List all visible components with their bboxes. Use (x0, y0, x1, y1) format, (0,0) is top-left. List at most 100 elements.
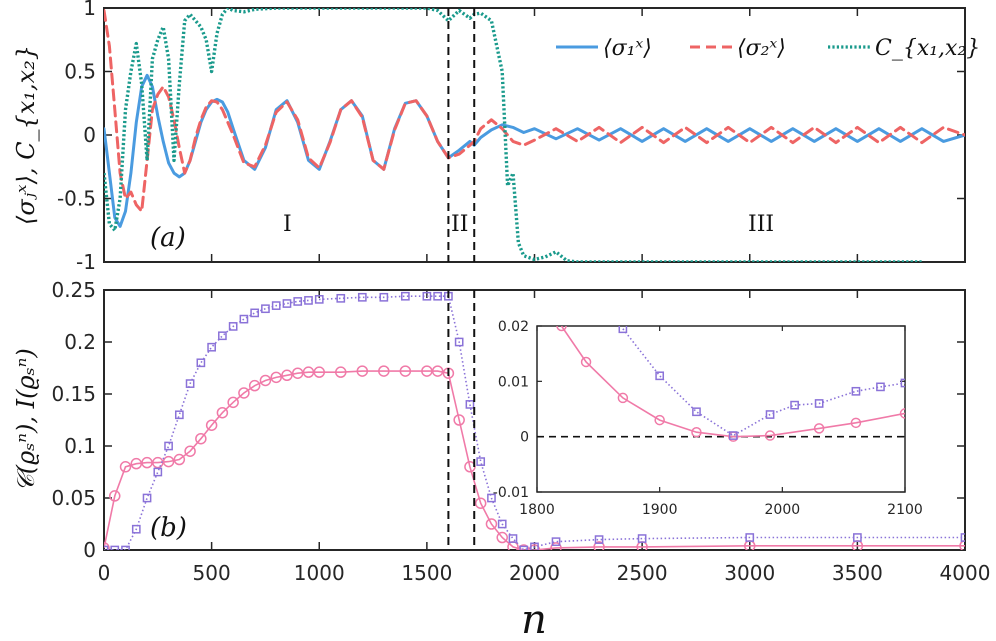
inset-mutual-info-series-line (622, 328, 905, 437)
legend-label-sigma1: ⟨σ₁ˣ⟩ (603, 36, 652, 61)
panel-b-x-tick-label: 3500 (832, 561, 883, 585)
mutual-info-series-point (497, 519, 507, 529)
legend-label-correlation: C_{x₁,x₂} (875, 36, 980, 61)
inset-frame (536, 325, 906, 493)
mutual-info-series-point (476, 457, 486, 466)
mutual-info-series-point (379, 292, 389, 302)
inset-mutual-info-series-point (692, 407, 701, 417)
mutual-info-series-point (153, 467, 163, 477)
mutual-info-series-point (271, 301, 281, 310)
inset-coherence-series-point (813, 423, 825, 434)
panel-b-x-tick-label: 500 (193, 561, 231, 585)
inset-mutual-info-series-point (851, 386, 861, 396)
inset-x-ticks: 1800 1900 2000 2100 (519, 326, 923, 518)
panel-a-y-tick-label: 0 (83, 123, 96, 147)
mutual-info-series-point (594, 535, 604, 544)
region-label-iii: III (748, 212, 774, 237)
mutual-info-series-point (142, 493, 152, 503)
inset-x-tick-label: 1800 (519, 502, 555, 518)
coherence-series-point (259, 374, 272, 387)
region-label-ii: II (451, 212, 468, 237)
coherence-series-point (550, 542, 562, 550)
coherence-series-point (152, 456, 164, 469)
mutual-info-series-point (487, 493, 496, 503)
coherence-series-point (959, 540, 965, 550)
inset-coherence-series-point (556, 326, 567, 332)
panel-a-series (104, 8, 965, 262)
panel-a-y-tick-label: 0.5 (64, 60, 96, 84)
mutual-info-series-point (637, 534, 647, 543)
panel-b-x-tick-label: 1500 (401, 561, 452, 585)
inset-y-tick-label: 0.01 (498, 374, 529, 390)
panel-a-label: (a) (150, 223, 186, 253)
mutual-info-series-point (960, 533, 965, 542)
inset-y-tick-label: 0 (520, 430, 529, 446)
mutual-info-series-point (433, 291, 442, 301)
inset-y-tick-label: 0.02 (498, 319, 529, 335)
panel-b-x-tick-label: 1000 (294, 561, 345, 585)
panel-b-region-dividers (447, 290, 476, 550)
mutual-info-series-point (174, 410, 184, 420)
coherence-series-point (291, 367, 304, 379)
coherence-series-point (528, 544, 541, 550)
inset-mutual-info-series-point (814, 399, 824, 408)
coherence-series-point (141, 456, 153, 469)
mutual-info-series-point (104, 545, 109, 550)
panel-a-y-tick-label: -1 (76, 250, 96, 274)
mutual-info-series-point (185, 379, 195, 388)
panel-a-region-dividers (447, 8, 476, 262)
coherence-series-point (421, 365, 433, 377)
inset-coherence-series-point (654, 414, 665, 426)
mutual-info-series-point (250, 308, 260, 318)
panel-b-label: (b) (150, 513, 187, 543)
coherence-series-point (173, 453, 186, 466)
panel-b-y-tick-label: 0.05 (51, 486, 96, 510)
mutual-info-series-point (454, 337, 464, 347)
inset-mutual-info-series-point (876, 382, 885, 392)
coherence-series-point (431, 365, 444, 377)
panel-b-y-tick-label: 0 (83, 538, 96, 562)
inset-mutual-info-series-point (790, 400, 799, 410)
coherence-series-point (104, 542, 110, 550)
inset-x-tick-label: 1900 (642, 502, 678, 518)
coherence-series-point (281, 369, 293, 382)
mutual-info-series-point (401, 291, 410, 301)
coherence-series-line (104, 370, 965, 550)
mutual-info-series-point (357, 292, 367, 302)
inset-coherence-series-point (617, 392, 629, 404)
mutual-info-series-point (465, 400, 475, 409)
mutual-info-series-point (336, 293, 346, 303)
coherence-series-point (109, 490, 121, 502)
coherence-series-point (517, 544, 530, 550)
mutual-info-series-point (282, 299, 292, 308)
coherence-series-point (474, 497, 487, 509)
coherence-series-point (195, 432, 207, 445)
series-line-sigma2 (104, 9, 965, 213)
inset-mutual-info-series-point (728, 431, 738, 440)
mutual-info-series-point (121, 545, 130, 550)
panel-a-frame (103, 7, 966, 263)
mutual-info-series-point (228, 322, 238, 331)
coherence-series-point (399, 365, 412, 377)
panel-b-x-ticks: 0 500 1000 1500 2000 2500 3000 3500 4000 (98, 290, 990, 585)
coherence-series-point (130, 457, 143, 470)
mutual-info-series-point (110, 545, 120, 550)
mutual-info-series-point (508, 534, 518, 543)
panel-b-y-ticks: 0 0.05 0.1 0.15 0.2 0.25 (51, 278, 965, 562)
mutual-info-series-point (196, 358, 206, 368)
panel-a: -1-0.500.51 ⟨σ₁ˣ⟩ ⟨σ₂ˣ⟩ C_{x₁,x₂} (a) I … (12, 0, 980, 274)
panel-a-y-tick-label: 1 (83, 0, 96, 20)
panel-b-y-tick-label: 0.25 (51, 278, 96, 302)
inset-x-tick-label: 2100 (887, 502, 923, 518)
inset-y-ticks: -0.01 0 0.01 0.02 (493, 319, 905, 501)
panel-a-y-tick-label: -0.5 (57, 187, 96, 211)
inset-mutual-info-series-point (655, 371, 665, 381)
panel-a-y-axis-label: ⟨σⱼˣ⟩, C_{x₁,x₂} (12, 45, 40, 225)
mutual-info-series-point (131, 524, 141, 534)
coherence-series-point (302, 366, 315, 378)
panel-b: 0 0.05 0.1 0.15 0.2 0.25 0 500 1000 1500 2000 2500… (12, 278, 990, 641)
panel-b-x-tick-label: 2000 (509, 561, 560, 585)
mutual-info-series-point (261, 304, 270, 314)
coherence-series-point (248, 379, 261, 392)
mutual-info-series-point (745, 533, 755, 542)
